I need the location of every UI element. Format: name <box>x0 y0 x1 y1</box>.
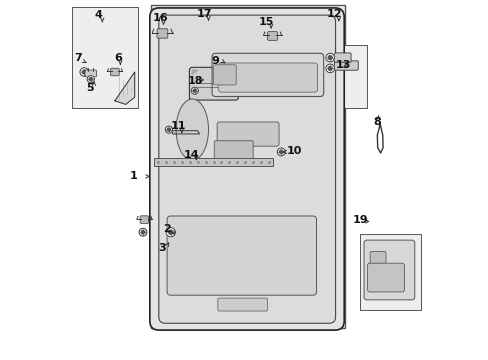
Circle shape <box>325 53 334 62</box>
FancyBboxPatch shape <box>267 32 277 40</box>
Text: 11: 11 <box>170 121 185 131</box>
FancyBboxPatch shape <box>159 15 335 323</box>
FancyBboxPatch shape <box>367 263 404 292</box>
Text: 19: 19 <box>352 215 367 225</box>
Circle shape <box>193 89 196 93</box>
FancyBboxPatch shape <box>157 29 167 38</box>
FancyBboxPatch shape <box>334 53 350 62</box>
Text: 6: 6 <box>114 53 122 63</box>
Circle shape <box>277 148 285 156</box>
FancyBboxPatch shape <box>363 240 414 300</box>
Text: 4: 4 <box>95 10 102 20</box>
Circle shape <box>80 68 88 76</box>
Text: 17: 17 <box>197 9 212 19</box>
Bar <box>151 5 345 328</box>
Bar <box>153 158 272 166</box>
Text: 12: 12 <box>326 9 342 19</box>
FancyBboxPatch shape <box>218 63 317 92</box>
Circle shape <box>167 128 170 131</box>
Polygon shape <box>172 131 199 134</box>
Text: 16: 16 <box>153 13 168 23</box>
Ellipse shape <box>176 99 208 160</box>
Circle shape <box>165 126 172 133</box>
FancyBboxPatch shape <box>110 68 119 76</box>
Polygon shape <box>192 70 197 75</box>
Text: 10: 10 <box>286 146 301 156</box>
Circle shape <box>191 87 198 94</box>
Circle shape <box>87 76 94 83</box>
FancyBboxPatch shape <box>85 70 96 77</box>
Circle shape <box>139 228 146 236</box>
FancyBboxPatch shape <box>189 67 238 100</box>
Text: 1: 1 <box>129 171 137 181</box>
FancyBboxPatch shape <box>369 252 385 264</box>
Circle shape <box>216 72 222 79</box>
FancyBboxPatch shape <box>140 216 148 223</box>
Text: 14: 14 <box>183 150 199 160</box>
FancyBboxPatch shape <box>217 122 279 146</box>
Bar <box>320 45 366 108</box>
FancyBboxPatch shape <box>214 141 253 160</box>
Circle shape <box>217 74 220 77</box>
Text: 8: 8 <box>373 117 381 127</box>
Text: 3: 3 <box>158 243 165 253</box>
Text: 13: 13 <box>335 60 350 70</box>
FancyBboxPatch shape <box>167 216 316 295</box>
Polygon shape <box>115 72 134 104</box>
Bar <box>186 38 241 108</box>
Text: 2: 2 <box>163 224 171 234</box>
Circle shape <box>279 150 283 154</box>
Text: 7: 7 <box>74 53 82 63</box>
Text: 9: 9 <box>211 56 219 66</box>
Circle shape <box>327 67 331 70</box>
Circle shape <box>82 70 86 74</box>
Bar <box>359 234 420 310</box>
FancyBboxPatch shape <box>334 61 358 70</box>
Circle shape <box>166 228 175 237</box>
Circle shape <box>325 64 334 73</box>
FancyBboxPatch shape <box>218 298 267 311</box>
FancyBboxPatch shape <box>212 53 323 96</box>
Text: 18: 18 <box>187 76 203 86</box>
FancyBboxPatch shape <box>149 8 344 330</box>
Circle shape <box>168 230 172 234</box>
Bar <box>72 7 138 108</box>
Circle shape <box>141 230 144 234</box>
Bar <box>208 47 330 97</box>
Circle shape <box>327 56 331 59</box>
FancyBboxPatch shape <box>213 65 236 85</box>
Circle shape <box>89 77 92 81</box>
Text: 5: 5 <box>86 83 94 93</box>
Text: 15: 15 <box>259 17 274 27</box>
